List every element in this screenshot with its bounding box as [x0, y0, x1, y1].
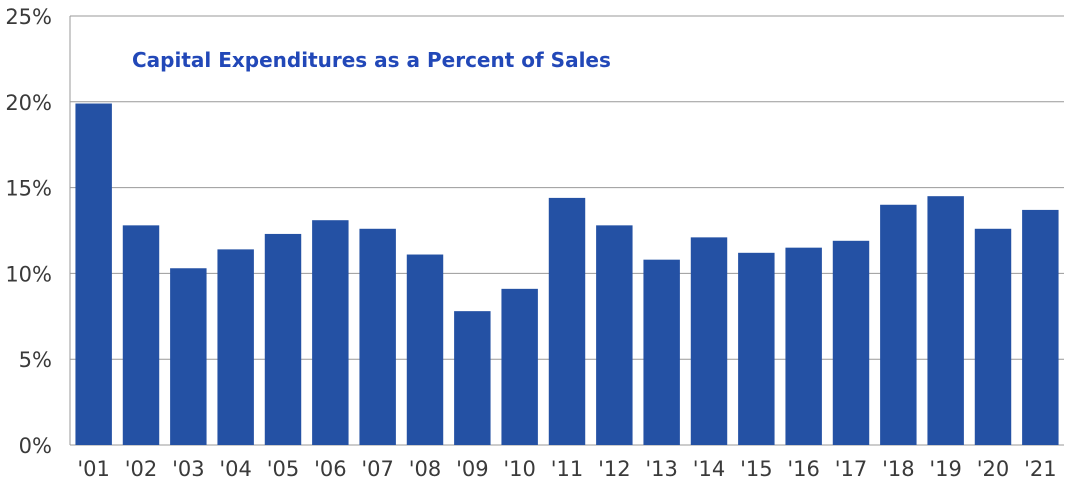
x-tick-label: '12 — [598, 457, 631, 481]
bar — [974, 228, 1012, 445]
chart-title: Capital Expenditures as a Percent of Sal… — [132, 48, 611, 72]
x-tick-label: '04 — [219, 457, 252, 481]
x-tick-label: '01 — [77, 457, 110, 481]
y-tick-label: 20% — [5, 91, 52, 115]
bar — [643, 259, 680, 445]
bar — [832, 240, 870, 445]
bar — [880, 204, 917, 445]
x-tick-label: '15 — [740, 457, 773, 481]
y-tick-label: 15% — [5, 177, 52, 201]
bar — [406, 254, 444, 445]
bar — [927, 196, 964, 445]
bar — [264, 233, 302, 445]
y-tick-label: 5% — [19, 348, 52, 372]
x-tick-label: '10 — [503, 457, 536, 481]
x-tick-label: '05 — [267, 457, 300, 481]
bar — [738, 252, 775, 445]
bar — [217, 249, 254, 445]
x-tick-label: '20 — [977, 457, 1010, 481]
x-tick-label: '18 — [882, 457, 915, 481]
x-tick-label: '08 — [409, 457, 442, 481]
bar — [170, 268, 207, 445]
bar — [454, 311, 491, 445]
bar — [1022, 209, 1059, 445]
x-tick-label: '02 — [125, 457, 158, 481]
x-tick-label: '21 — [1024, 457, 1057, 481]
bar — [548, 197, 586, 445]
x-axis-tick-labels: '01 '02 '03 '04 '05 '06 '07 '08 '09 '10 '11 '12 '13 '… — [77, 457, 1056, 481]
x-tick-label: '16 — [787, 457, 820, 481]
y-tick-label: 10% — [5, 262, 52, 286]
x-tick-label: '17 — [835, 457, 868, 481]
bar — [690, 237, 728, 445]
y-tick-label: 25% — [5, 5, 52, 29]
bar — [501, 288, 538, 445]
x-tick-label: '03 — [172, 457, 205, 481]
bar — [785, 247, 822, 445]
x-tick-label: '09 — [456, 457, 489, 481]
x-tick-label: '13 — [645, 457, 678, 481]
x-tick-label: '06 — [314, 457, 347, 481]
x-tick-label: '14 — [693, 457, 726, 481]
bars — [75, 103, 1059, 446]
x-tick-label: '19 — [929, 457, 962, 481]
bar — [359, 228, 396, 445]
bar — [122, 225, 160, 445]
bar — [596, 225, 633, 445]
bar — [75, 103, 112, 446]
x-tick-label: '11 — [551, 457, 584, 481]
y-tick-label: 0% — [19, 434, 52, 458]
bar — [312, 220, 349, 445]
x-tick-label: '07 — [361, 457, 394, 481]
y-axis-tick-labels: 0% 5% 10% 15% 20% 25% — [5, 5, 52, 458]
